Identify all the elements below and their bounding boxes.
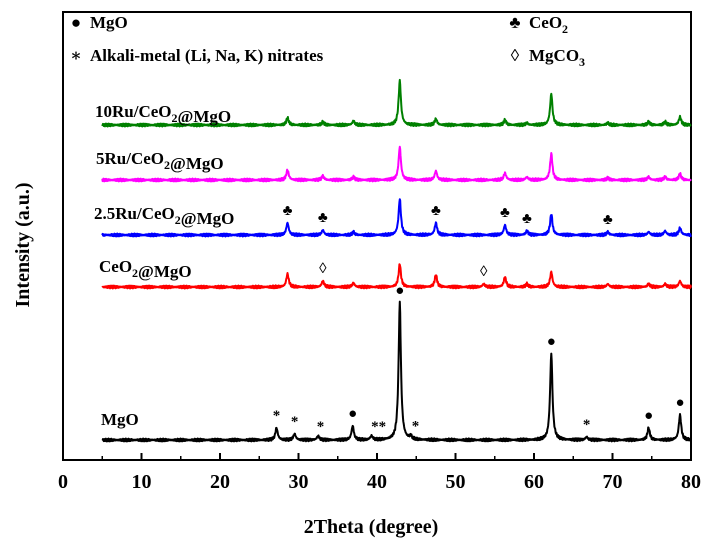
peak-marker: * xyxy=(273,408,281,424)
series-label: 2.5Ru/CeO2@MgO xyxy=(94,204,234,228)
peak-marker: ♣ xyxy=(500,205,510,221)
x-tick-label: 60 xyxy=(524,471,544,493)
legend-label: MgCO3 xyxy=(529,46,585,69)
peak-marker: ♣ xyxy=(603,212,613,228)
series-1: CeO2@MgO ◊ ◊ xyxy=(99,257,692,290)
x-tick-label: 40 xyxy=(367,471,387,493)
x-tick-label: 80 xyxy=(681,471,701,493)
peak-marker: ♣ xyxy=(431,203,441,219)
legend-symbol: ♣ xyxy=(509,13,520,32)
y-axis-title: Intensity (a.u.) xyxy=(12,182,34,307)
x-tick-label: 20 xyxy=(210,471,230,493)
legend-label: CeO2 xyxy=(529,13,568,36)
series-label: MgO xyxy=(101,410,139,429)
legend: ● MgO ♣ CeO2 ∗ Alkali-metal (Li, Na, K) nitra… xyxy=(70,13,585,69)
peak-marker: ♣ xyxy=(318,210,328,226)
series-0: MgO * * *●**●*●*●● xyxy=(101,283,692,443)
x-tick-label: 70 xyxy=(603,471,623,493)
peak-marker: ● xyxy=(644,408,653,424)
peak-marker: ◊ xyxy=(319,261,327,277)
x-tick-label: 50 xyxy=(446,471,466,493)
x-axis: 0 10 20 30 40 50 60 70 80 xyxy=(58,453,701,493)
peak-marker: * xyxy=(412,419,420,435)
series-line xyxy=(101,300,692,443)
series-2: 2.5Ru/CeO2@MgO ♣ ♣ ♣ ♣ ♣ ♣ xyxy=(94,198,692,238)
peak-marker: ♣ xyxy=(522,211,532,227)
series-line xyxy=(101,263,692,290)
x-axis-title: 2Theta (degree) xyxy=(304,516,439,538)
peak-marker: * xyxy=(583,417,591,433)
peak-marker: ◊ xyxy=(480,264,488,280)
legend-label: Alkali-metal (Li, Na, K) nitrates xyxy=(90,46,324,65)
series-3: 5Ru/CeO2@MgO xyxy=(96,145,692,183)
legend-symbol: ● xyxy=(71,13,81,32)
series-label: 10Ru/CeO2@MgO xyxy=(95,102,231,126)
peak-marker: ** xyxy=(371,419,386,435)
series-label: CeO2@MgO xyxy=(99,257,192,281)
series-line xyxy=(101,78,692,128)
x-tick-label: 10 xyxy=(132,471,152,493)
legend-label: MgO xyxy=(90,13,128,32)
series-line xyxy=(101,198,692,238)
series-label: 5Ru/CeO2@MgO xyxy=(96,149,224,173)
peak-marker: ● xyxy=(348,406,357,422)
peak-marker: ● xyxy=(675,395,684,411)
legend-symbol: ∗ xyxy=(70,46,82,65)
peak-marker: ♣ xyxy=(283,203,293,219)
series-4: 10Ru/CeO2@MgO xyxy=(95,78,692,128)
x-tick-label: 30 xyxy=(289,471,309,493)
series-group: MgO * * *●**●*●*●●CeO2@MgO ◊ ◊2.5Ru/CeO2@MgO ♣… xyxy=(94,78,692,443)
x-tick-label: 0 xyxy=(58,471,68,493)
series-line xyxy=(101,145,692,183)
peak-marker: * xyxy=(291,414,299,430)
legend-symbol: ◊ xyxy=(511,46,520,65)
peak-marker: ● xyxy=(547,334,556,350)
peak-marker: * xyxy=(317,419,325,435)
peak-marker: ● xyxy=(395,283,404,299)
